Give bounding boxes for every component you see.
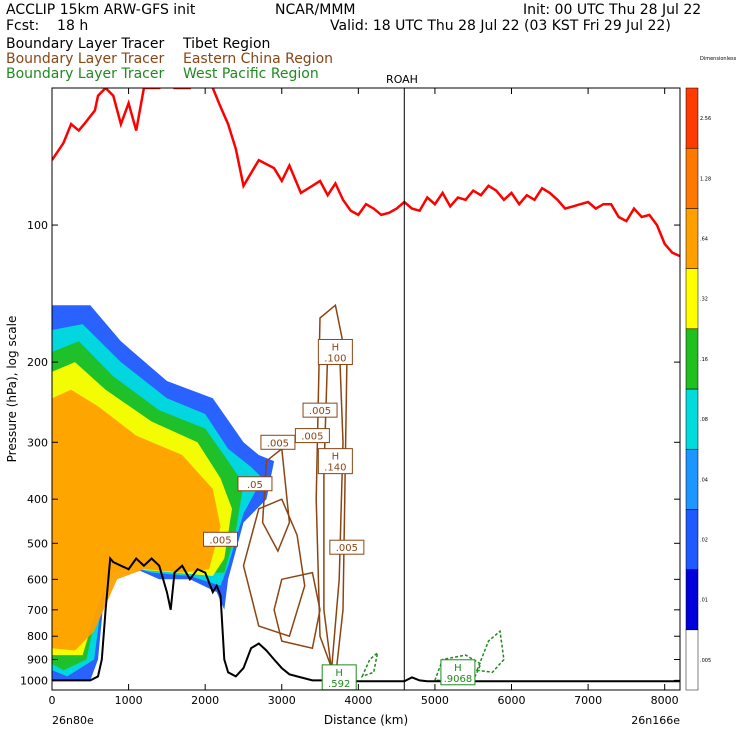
contour-label-box-5: [237, 476, 273, 492]
y-tick-label-500: 500: [27, 537, 48, 550]
y-tick-label-300: 300: [27, 436, 48, 449]
y-tick-label-600: 600: [27, 573, 48, 586]
y-tick-label-100: 100: [27, 219, 48, 232]
eastern-china-contour-2: [242, 498, 306, 638]
tracer-plume-4: [52, 389, 221, 651]
west-pacific-contour-2: [360, 650, 379, 678]
x-tick-label-3000: 3000: [268, 694, 296, 707]
center-title: NCAR/MMM: [275, 2, 356, 18]
legend-tibet-region: Tibet Region: [183, 36, 271, 52]
contour-label-4-1: .140: [324, 463, 346, 474]
terrain-line: [52, 556, 680, 683]
forecast-hour: Fcst: 18 h: [6, 18, 89, 34]
colorbar-label-8: 1.28: [700, 176, 711, 182]
contour-label-7-0: .005: [336, 543, 358, 554]
eastern-china-contour-4: [273, 571, 321, 650]
contour-label-box-0: [317, 338, 353, 365]
legend-westpacific-region: West Pacific Region: [183, 66, 319, 82]
x-tick-label-2000: 2000: [191, 694, 219, 707]
colorbar-label-4: .08: [700, 417, 708, 423]
colorbar-label-6: .32: [700, 297, 708, 303]
eastern-china-contour-1: [323, 339, 344, 671]
contour-label-2-0: .005: [301, 432, 323, 443]
valid-time: Valid: 18 UTC Thu 28 Jul 22 (03 KST Fri …: [330, 18, 671, 34]
contour-label-box-6: [202, 531, 238, 547]
colorbar-swatch-2: [685, 509, 699, 570]
contour-label-box-1: [302, 402, 338, 418]
x-tick-label-8000: 8000: [651, 694, 679, 707]
eastern-china-contour-0: [315, 303, 348, 679]
colorbar-swatch-7: [685, 208, 699, 269]
plot-frame: [51, 87, 681, 691]
y-tick-label-400: 400: [27, 493, 48, 506]
contour-label-1-0: .005: [309, 406, 331, 417]
x-tick-label-7000: 7000: [574, 694, 602, 707]
colorbar-label-3: .04: [700, 477, 708, 483]
x-axis-title: Distance (km): [324, 713, 408, 727]
contour-label-8-1: .592: [328, 679, 350, 690]
colorbar-label-5: .16: [700, 357, 708, 363]
contour-label-box-4: [317, 448, 353, 475]
x-tick-label-1000: 1000: [115, 694, 143, 707]
model-title: ACCLIP 15km ARW-GFS init: [6, 2, 196, 18]
colorbar-label-9: 2.56: [700, 116, 711, 122]
legend-eastchina-label: Boundary Layer Tracer: [6, 51, 165, 67]
x-tick-label-5000: 5000: [421, 694, 449, 707]
colorbar-label-0: .005: [700, 658, 711, 664]
y-axis-title: Pressure (hPa), log scale: [5, 316, 19, 463]
colorbar-swatch-9: [685, 87, 699, 149]
legend-tibet-label: Boundary Layer Tracer: [6, 36, 165, 52]
axes: 0 1000 2000 3000 4000 5000 6000 7000 80001002003…: [20, 88, 680, 707]
init-time: Init: 00 UTC Thu 28 Jul 22: [523, 2, 702, 18]
colorbar-swatch-0: [685, 629, 699, 691]
colorbar-label-1: .01: [700, 598, 708, 604]
contour-label-4-0: H: [332, 452, 340, 463]
x-tick-label-0: 0: [49, 694, 56, 707]
legend-westpacific-label: Boundary Layer Tracer: [6, 66, 165, 82]
x-tick-label-4000: 4000: [344, 694, 372, 707]
reference-line-label: ROAH: [386, 73, 418, 86]
colorbar-swatch-3: [685, 448, 699, 510]
start-location-label: 26n80e: [52, 714, 94, 727]
legend-eastchina-region: Eastern China Region: [183, 51, 334, 67]
contour-label-9-0: H: [454, 663, 462, 674]
colorbar-label-7: .64: [700, 237, 708, 243]
contour-label-0-0: H: [332, 342, 340, 353]
colorbar-swatch-6: [685, 268, 699, 330]
west-pacific-contour-1: [475, 629, 505, 674]
contour-label-3-0: .005: [267, 438, 289, 449]
contour-label-8-0: H: [335, 668, 343, 679]
colorbar-swatch-1: [685, 569, 699, 631]
contour-label-0-1: .100: [324, 353, 346, 364]
contour-label-box-8: [321, 664, 357, 691]
y-tick-label-800: 800: [27, 630, 48, 643]
colorbar-label-2: .02: [700, 538, 708, 544]
y-tick-label-700: 700: [27, 604, 48, 617]
colorbar-label-10: Dimensionless: [700, 56, 737, 62]
x-tick-label-6000: 6000: [498, 694, 526, 707]
contour-label-box-7: [329, 539, 365, 555]
contour-label-9-1: .9068: [444, 674, 473, 685]
tropopause-line: [52, 88, 680, 258]
eastern-china-contour-3: [261, 447, 291, 553]
colorbar: .005 .01 .02 .04 .08 .16 .32 .64 1.28 2.56 Dimensi…: [685, 56, 737, 691]
colorbar-swatch-4: [685, 388, 699, 450]
y-tick-label-1000: 1000: [20, 674, 48, 687]
contour-label-5-0: .05: [247, 480, 263, 491]
y-tick-label-900: 900: [27, 654, 48, 667]
colorbar-swatch-8: [685, 147, 699, 209]
y-tick-label-200: 200: [27, 356, 48, 369]
plot-content: H.100.005.005.005H.140.05.005.005H.592H.…: [52, 88, 680, 691]
contour-label-box-9: [440, 659, 476, 686]
contour-label-6-0: .005: [209, 535, 231, 546]
colorbar-swatch-5: [685, 328, 699, 390]
end-location-label: 26n166e: [631, 714, 680, 727]
contour-label-box-3: [260, 434, 296, 450]
